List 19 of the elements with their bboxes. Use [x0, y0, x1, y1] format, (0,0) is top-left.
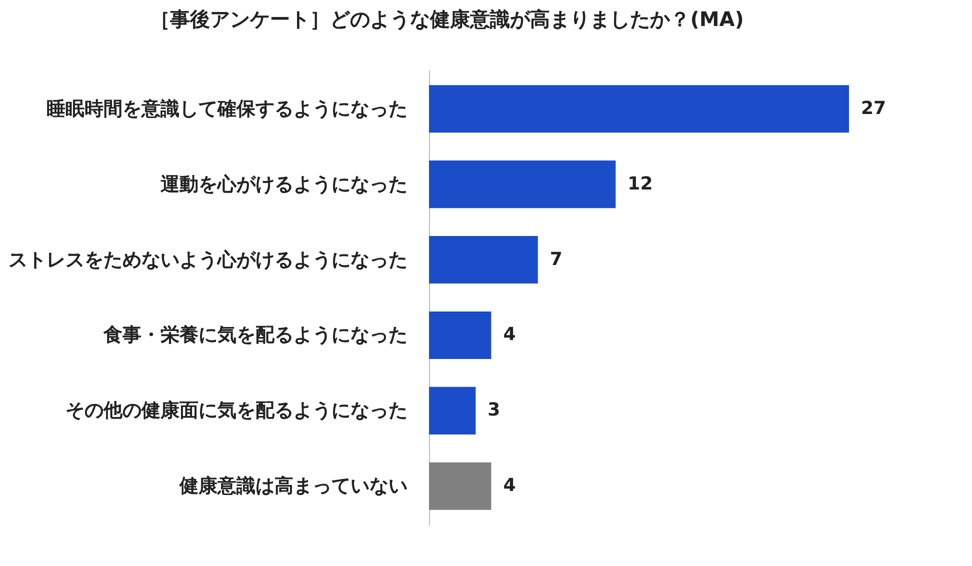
bar	[429, 160, 616, 208]
data-label: 4	[503, 324, 516, 346]
bar	[429, 236, 538, 284]
bar	[429, 462, 492, 510]
data-label: 4	[503, 475, 516, 496]
data-label: 12	[628, 173, 653, 194]
data-label: 27	[861, 98, 886, 119]
data-label: 3	[488, 400, 500, 421]
y-tick-label: 健康意識は高まっていない	[178, 475, 408, 498]
bar	[429, 386, 476, 434]
y-tick-label: その他の健康面に気を配るようになった	[66, 400, 408, 422]
y-tick-label: 睡眠時間を意識して確保するようになった	[46, 98, 408, 120]
y-tick-label: 食事・栄養に気を配るようになった	[102, 324, 408, 346]
y-tick-label: 運動を心がけるようになった	[160, 173, 408, 196]
y-tick-label: ストレスをためないよう心がけるようになった	[8, 248, 408, 271]
bar	[429, 311, 492, 359]
data-label: 7	[550, 248, 562, 270]
chart-title: ［事後アンケート］どのような健康意識が高まりましたか？(MA)	[150, 7, 744, 31]
bar	[429, 85, 849, 133]
